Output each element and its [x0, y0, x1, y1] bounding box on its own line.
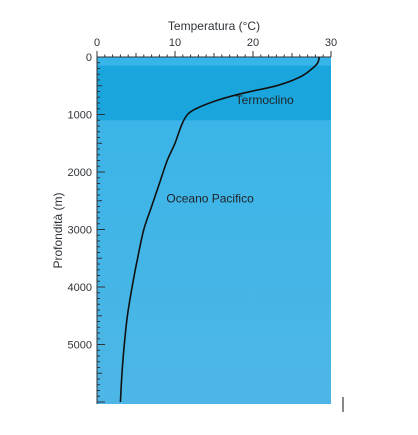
y-tick-label: 4000 [68, 282, 92, 294]
x-tick-label: 10 [169, 37, 181, 49]
ocean-label: Oceano Pacifico [166, 191, 254, 205]
x-axis-title: Temperatura (°C) [168, 19, 260, 33]
x-tick-label: 0 [94, 37, 100, 49]
y-tick-label: 0 [86, 52, 92, 64]
y-axis-title: Profondità (m) [51, 192, 65, 268]
x-axis: 0 10 20 30 [94, 37, 337, 58]
x-tick-label: 30 [325, 37, 337, 49]
x-tick-label: 20 [247, 37, 259, 49]
y-tick-label: 2000 [68, 167, 92, 179]
y-tick-label: 1000 [68, 110, 92, 122]
y-tick-label: 5000 [68, 340, 92, 352]
thermocline-label: Termoclino [236, 93, 294, 107]
y-axis: 0 1000 2000 3000 4000 5000 [68, 52, 105, 404]
y-tick-label: 3000 [68, 225, 92, 237]
temperature-profile-line [119, 56, 321, 403]
thermocline-band [97, 65, 331, 121]
